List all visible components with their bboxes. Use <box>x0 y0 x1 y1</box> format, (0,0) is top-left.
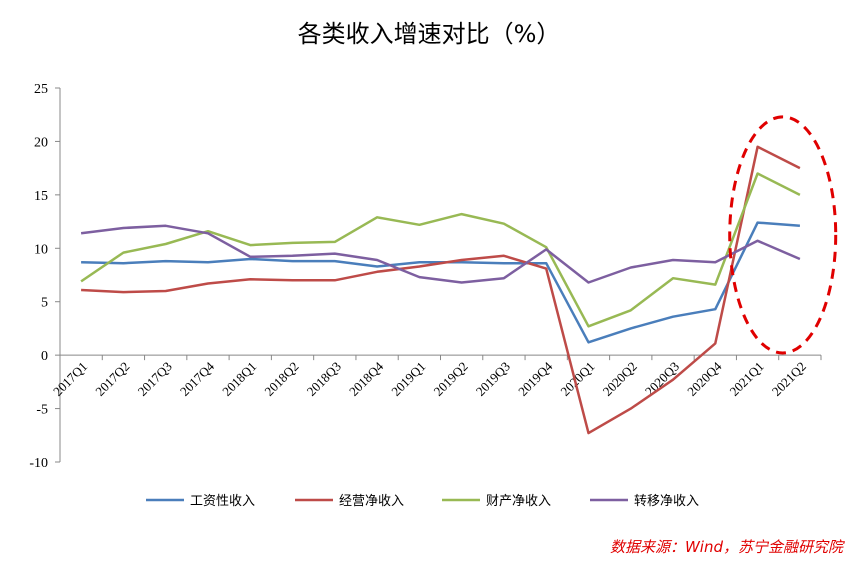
legend-label-3: 财产净收入 <box>486 494 551 509</box>
series-line-2 <box>81 145 801 435</box>
x-tick-label: 2017Q3 <box>135 359 175 399</box>
y-tick-label: 25 <box>34 82 48 97</box>
y-tick-labels: -10 -5 0 5 10 15 20 25 <box>29 82 48 471</box>
y-tick-label: -5 <box>36 403 48 418</box>
y-tick-label: 10 <box>34 242 48 257</box>
x-tick-label: 2021Q1 <box>726 359 766 399</box>
x-tick-label: 2018Q2 <box>261 359 301 399</box>
axes <box>55 87 822 463</box>
x-tick-label: 2020Q2 <box>600 359 640 399</box>
x-tick-label: 2017Q1 <box>50 359 90 399</box>
x-tick-label: 2020Q3 <box>642 359 682 399</box>
source-note: 数据来源：Wind，苏宁金融研究院 <box>610 538 845 556</box>
x-tick-label: 2019Q1 <box>388 359 428 399</box>
y-tick-label: 0 <box>41 349 48 364</box>
x-tick-label: 2018Q3 <box>304 359 344 399</box>
y-tick-label: 15 <box>34 189 48 204</box>
legend: 工资性收入 经营净收入 财产净收入 转移净收入 <box>146 494 699 509</box>
x-tick-label: 2019Q2 <box>431 359 471 399</box>
annotation <box>728 115 838 355</box>
y-tick-label: 20 <box>34 135 48 150</box>
x-tick-labels: 2017Q1 2017Q2 2017Q3 2017Q4 2018Q1 2018Q2 2018… <box>50 358 809 399</box>
x-tick-label: 2019Q3 <box>473 359 513 399</box>
legend-label-1: 工资性收入 <box>190 494 255 509</box>
series-lines <box>80 145 801 435</box>
x-tick-label: 2018Q4 <box>346 358 387 399</box>
highlight-ellipse <box>728 115 838 355</box>
x-tick-label: 2021Q2 <box>769 359 809 399</box>
x-tick-label: 2017Q2 <box>92 359 132 399</box>
y-tick-label: 5 <box>41 296 48 311</box>
x-tick-label: 2019Q4 <box>515 358 556 399</box>
series-line-3 <box>80 172 801 328</box>
x-tick-label: 2017Q4 <box>177 358 218 399</box>
y-tick-label: -10 <box>29 456 48 471</box>
series-line-4 <box>80 224 801 284</box>
legend-label-2: 经营净收入 <box>339 494 404 509</box>
series-line-1 <box>81 221 800 344</box>
legend-label-4: 转移净收入 <box>634 494 699 509</box>
x-tick-label: 2018Q1 <box>219 359 259 399</box>
chart-title: 各类收入增速对比（%） <box>298 20 561 48</box>
